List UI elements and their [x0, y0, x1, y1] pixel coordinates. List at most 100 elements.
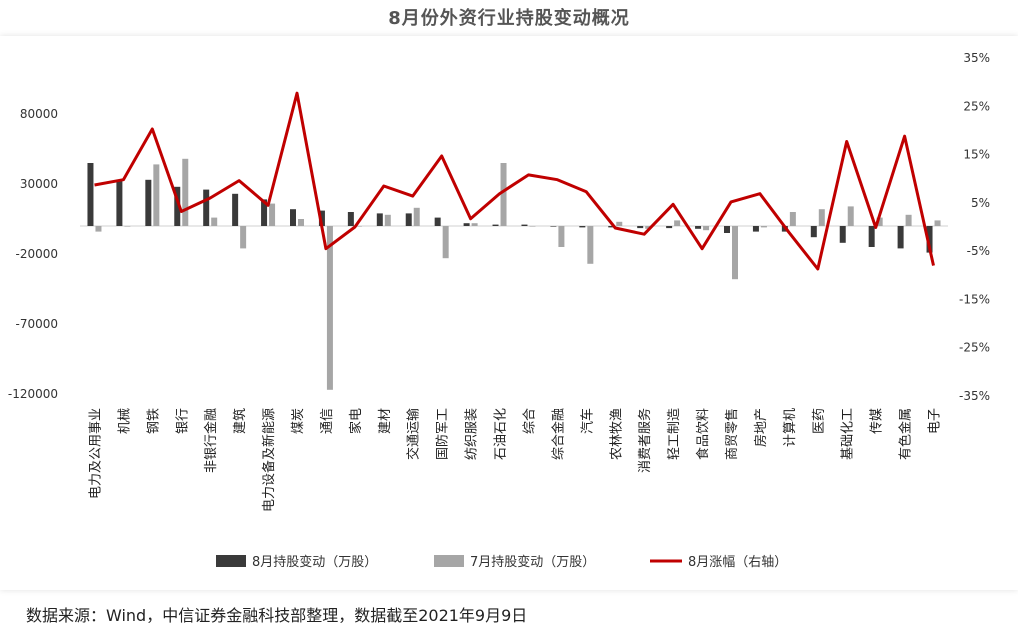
bar-jul-22 [703, 226, 710, 231]
bar-aug-16 [521, 224, 528, 226]
bar-jul-5 [211, 217, 218, 226]
category-label: 商贸零售 [724, 408, 740, 460]
category-label: 计算机 [783, 408, 798, 447]
bar-aug-9 [318, 210, 325, 226]
bar-jul-1 [95, 226, 102, 232]
category-label: 纺织服装 [465, 408, 480, 460]
bar-aug-11 [376, 213, 383, 226]
bar-jul-25 [789, 212, 796, 226]
right-tick-label: 15% [963, 148, 990, 162]
bar-jul-7 [269, 203, 276, 226]
source-note: 数据来源：Wind，中信证券金融科技部整理，数据截至2021年9月9日 [26, 606, 528, 625]
bar-jul-23 [732, 226, 738, 280]
left-tick-label: -20000 [15, 247, 58, 261]
bar-jul-29 [905, 214, 912, 226]
right-tick-label: -35% [959, 389, 990, 403]
bar-jul-15 [500, 163, 507, 226]
bar-jul-28 [876, 217, 883, 226]
legend-label-line: 8月涨幅（右轴） [688, 555, 787, 570]
bar-aug-22 [695, 226, 702, 229]
category-label: 建筑 [232, 408, 248, 434]
category-label: 国防军工 [435, 408, 451, 460]
right-tick-label: 35% [963, 51, 990, 65]
category-labels: 电力及公用事业 机械 钢铁 银行 非银行金融 建筑 电力设备及新能源 煤炭 通信 家电 建材 交通运输… [88, 408, 942, 512]
bar-jul-9 [326, 226, 333, 390]
bar-jul-30 [934, 220, 941, 226]
bar-aug-23 [724, 226, 730, 233]
bar-aug-8 [290, 209, 296, 226]
category-label: 石油石化 [494, 408, 509, 460]
category-label: 消费者服务 [637, 408, 653, 473]
bar-aug-6 [232, 193, 239, 226]
category-label: 非银行金融 [203, 408, 219, 473]
bar-jul-6 [240, 226, 247, 249]
category-label: 煤炭 [291, 408, 306, 434]
left-tick-label: -120000 [8, 387, 58, 401]
bar-aug-17 [550, 226, 557, 227]
bar-aug-14 [463, 223, 470, 226]
category-label: 综合 [522, 408, 537, 434]
bar-jul-24 [760, 226, 767, 228]
category-label: 轻工制造 [667, 408, 682, 460]
bar-aug-1 [87, 163, 94, 226]
bar-aug-30 [926, 226, 933, 253]
bar-aug-29 [897, 226, 904, 249]
bar-jul-11 [384, 214, 391, 226]
bar-jul-2 [124, 226, 131, 227]
right-axis: -35% -25% -15% -5% 5% 15% 25% 35% [959, 51, 990, 403]
category-label: 通信 [320, 408, 335, 434]
bar-jul-3 [153, 164, 160, 226]
right-tick-label: -25% [959, 341, 990, 355]
category-label: 建材 [378, 408, 393, 434]
right-tick-label: -5% [967, 244, 990, 258]
bar-aug-28 [868, 226, 875, 247]
bar-aug-19 [608, 226, 615, 228]
category-label: 电力及公用事业 [88, 408, 103, 499]
bar-aug-20 [637, 226, 644, 229]
right-tick-label: -15% [959, 292, 990, 306]
bar-jul-4 [182, 158, 189, 226]
bar-jul-16 [529, 226, 536, 227]
category-label: 传媒 [870, 408, 885, 434]
chart-svg: -120000 -70000 -20000 30000 80000 -35% -25% -1… [8, 51, 990, 570]
category-label: 钢铁 [146, 408, 161, 434]
bar-aug-2 [116, 179, 123, 226]
category-label: 有色金属 [898, 408, 914, 460]
category-label: 交通运输 [406, 408, 422, 460]
category-label: 综合金融 [550, 408, 566, 460]
bar-aug-13 [434, 217, 441, 226]
bar-jul-21 [674, 220, 681, 226]
legend: 8月持股变动（万股） 7月持股变动（万股） 8月涨幅（右轴） [216, 554, 787, 570]
bar-aug-3 [145, 179, 152, 226]
left-tick-label: 30000 [20, 177, 58, 191]
legend-label-jul: 7月持股变动（万股） [470, 554, 595, 570]
category-label: 基础化工 [841, 408, 856, 460]
bar-aug-24 [752, 226, 759, 232]
bar-aug-4 [174, 186, 181, 226]
chart-title: 8月份外资行业持股变动概况 [388, 8, 630, 29]
category-label: 房地产 [753, 408, 769, 447]
bar-jul-13 [442, 226, 449, 259]
bar-jul-17 [558, 226, 565, 247]
bar-aug-27 [839, 226, 846, 243]
legend-label-aug: 8月持股变动（万股） [252, 554, 377, 570]
category-label: 家电 [348, 408, 364, 434]
bar-aug-21 [666, 226, 673, 229]
bar-aug-15 [492, 224, 499, 226]
bar-jul-8 [298, 219, 304, 226]
category-label: 电子 [928, 408, 943, 434]
bar-jul-26 [818, 209, 825, 226]
bar-aug-12 [405, 213, 412, 226]
line-series-8月涨幅 [94, 91, 935, 271]
bar-aug-5 [203, 189, 210, 226]
left-tick-label: -70000 [15, 317, 58, 331]
right-tick-label: 25% [963, 99, 990, 113]
left-tick-label: 80000 [20, 107, 58, 121]
bar-jul-27 [847, 206, 854, 226]
bar-jul-12 [413, 207, 420, 226]
bars-group [87, 158, 941, 390]
category-label: 电力设备及新能源 [261, 408, 277, 512]
category-label: 医药 [812, 408, 827, 434]
bar-jul-10 [355, 226, 362, 227]
bar-aug-26 [810, 226, 817, 238]
